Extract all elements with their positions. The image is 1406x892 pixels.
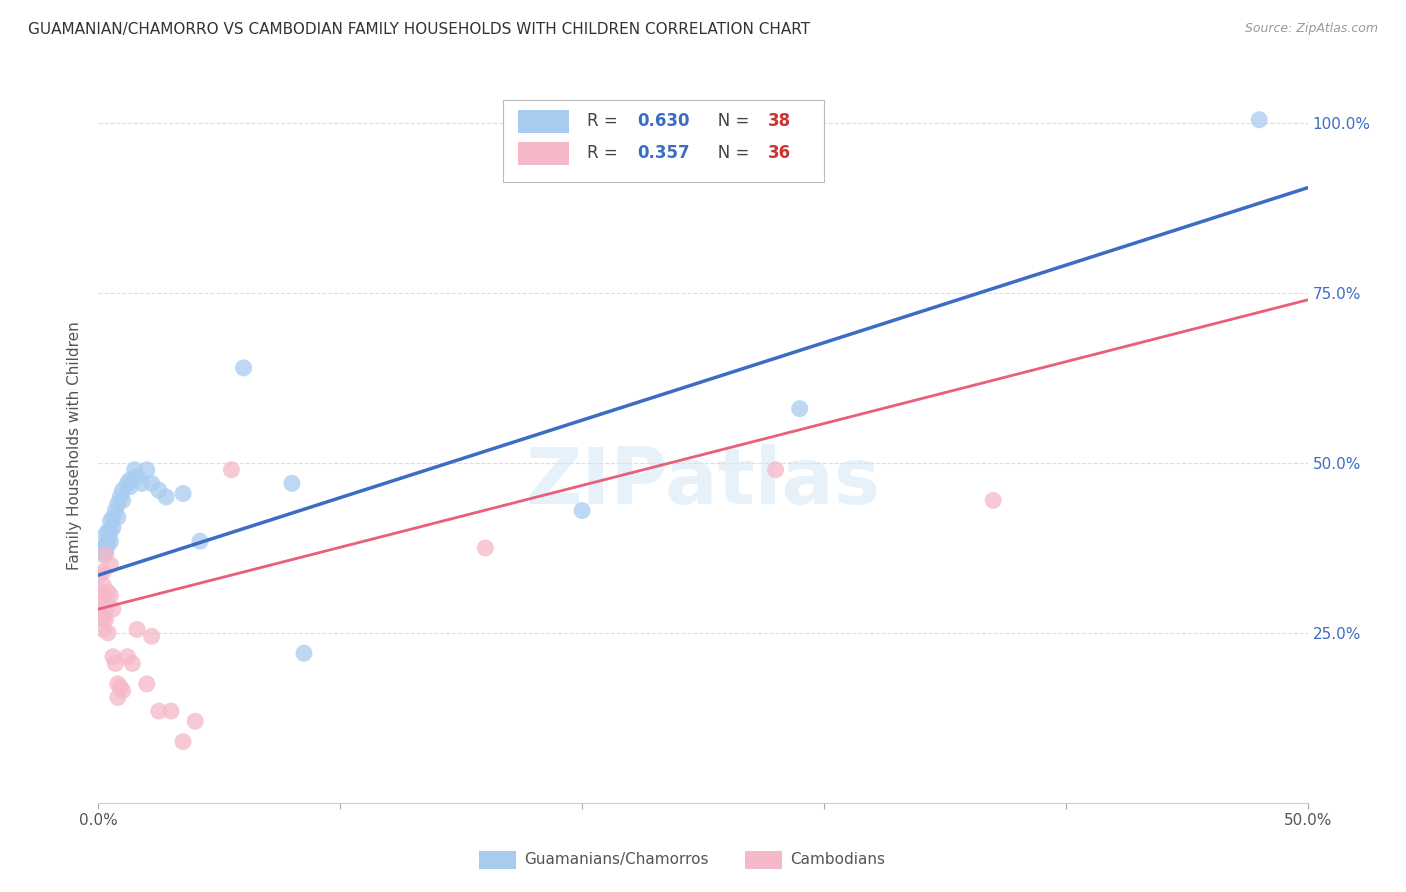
Point — [765, 463, 787, 477]
Point — [188, 534, 211, 549]
Point — [101, 649, 124, 664]
Text: Guamanians/Chamorros: Guamanians/Chamorros — [524, 853, 709, 867]
Point — [100, 589, 122, 603]
FancyBboxPatch shape — [503, 100, 824, 182]
Point — [111, 483, 134, 498]
Point — [127, 623, 149, 637]
Point — [100, 558, 122, 572]
Point — [94, 537, 117, 551]
Point — [141, 629, 163, 643]
Point — [474, 541, 496, 555]
Point — [107, 497, 129, 511]
Point — [155, 490, 177, 504]
Point — [981, 493, 1004, 508]
Point — [97, 537, 120, 551]
Y-axis label: Family Households with Children: Family Households with Children — [67, 322, 83, 570]
Point — [104, 657, 127, 671]
Text: 38: 38 — [768, 112, 792, 130]
Point — [94, 548, 117, 562]
Point — [789, 401, 811, 416]
Text: GUAMANIAN/CHAMORRO VS CAMBODIAN FAMILY HOUSEHOLDS WITH CHILDREN CORRELATION CHAR: GUAMANIAN/CHAMORRO VS CAMBODIAN FAMILY H… — [28, 22, 810, 37]
Point — [101, 510, 124, 524]
Point — [94, 602, 117, 616]
Point — [104, 503, 127, 517]
Point — [281, 476, 304, 491]
Point — [94, 527, 117, 541]
Point — [111, 493, 134, 508]
Point — [91, 541, 114, 555]
Point — [94, 544, 117, 558]
Point — [108, 680, 131, 694]
Point — [117, 476, 139, 491]
Point — [108, 490, 131, 504]
Point — [118, 473, 141, 487]
Point — [101, 602, 124, 616]
Point — [118, 480, 141, 494]
Point — [100, 524, 122, 538]
Text: ZIPatlas: ZIPatlas — [526, 443, 880, 520]
Point — [160, 704, 183, 718]
Point — [184, 714, 207, 729]
Point — [107, 690, 129, 705]
Point — [292, 646, 315, 660]
Point — [90, 585, 112, 599]
Text: R =: R = — [586, 112, 623, 130]
Point — [141, 476, 163, 491]
Point — [172, 734, 194, 748]
Point — [91, 565, 114, 579]
FancyBboxPatch shape — [517, 110, 569, 133]
Point — [1249, 112, 1271, 127]
Text: 36: 36 — [768, 145, 792, 162]
Text: 0.357: 0.357 — [638, 145, 690, 162]
Point — [100, 534, 122, 549]
Point — [97, 531, 120, 545]
Point — [111, 683, 134, 698]
Point — [91, 589, 114, 603]
Point — [121, 657, 143, 671]
Point — [97, 524, 120, 538]
Point — [571, 503, 593, 517]
Point — [90, 608, 112, 623]
Point — [135, 677, 157, 691]
Text: Source: ZipAtlas.com: Source: ZipAtlas.com — [1244, 22, 1378, 36]
Point — [124, 463, 146, 477]
Text: N =: N = — [702, 145, 755, 162]
Point — [90, 544, 112, 558]
Text: N =: N = — [702, 112, 755, 130]
Point — [232, 360, 254, 375]
Point — [127, 469, 149, 483]
Text: Cambodians: Cambodians — [790, 853, 884, 867]
Point — [135, 463, 157, 477]
Point — [101, 520, 124, 534]
Point — [107, 510, 129, 524]
Point — [100, 514, 122, 528]
Point — [90, 595, 112, 609]
Point — [97, 585, 120, 599]
Point — [221, 463, 243, 477]
Point — [91, 548, 114, 562]
Point — [117, 649, 139, 664]
Point — [91, 578, 114, 592]
Text: 0.630: 0.630 — [638, 112, 690, 130]
Point — [94, 612, 117, 626]
Point — [97, 626, 120, 640]
Point — [107, 677, 129, 691]
Point — [172, 486, 194, 500]
Point — [131, 476, 153, 491]
Point — [148, 704, 170, 718]
Point — [148, 483, 170, 498]
Point — [91, 623, 114, 637]
Point — [87, 568, 110, 582]
FancyBboxPatch shape — [745, 851, 782, 869]
FancyBboxPatch shape — [517, 142, 569, 165]
FancyBboxPatch shape — [479, 851, 516, 869]
Text: R =: R = — [586, 145, 623, 162]
Point — [91, 612, 114, 626]
